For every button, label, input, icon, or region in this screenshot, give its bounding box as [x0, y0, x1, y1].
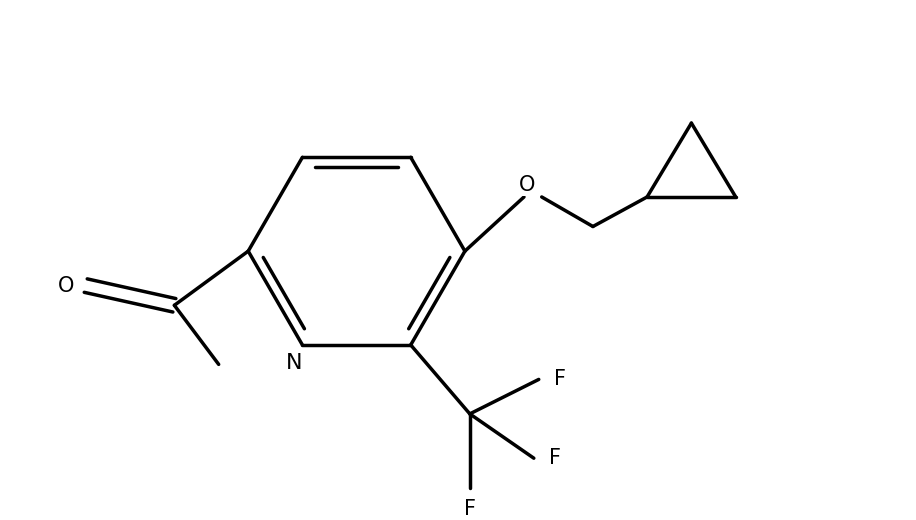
Text: F: F — [554, 369, 566, 389]
Text: F: F — [550, 448, 562, 468]
Text: O: O — [518, 175, 535, 195]
Text: O: O — [58, 276, 74, 295]
Text: N: N — [287, 353, 303, 373]
Text: F: F — [463, 499, 475, 519]
